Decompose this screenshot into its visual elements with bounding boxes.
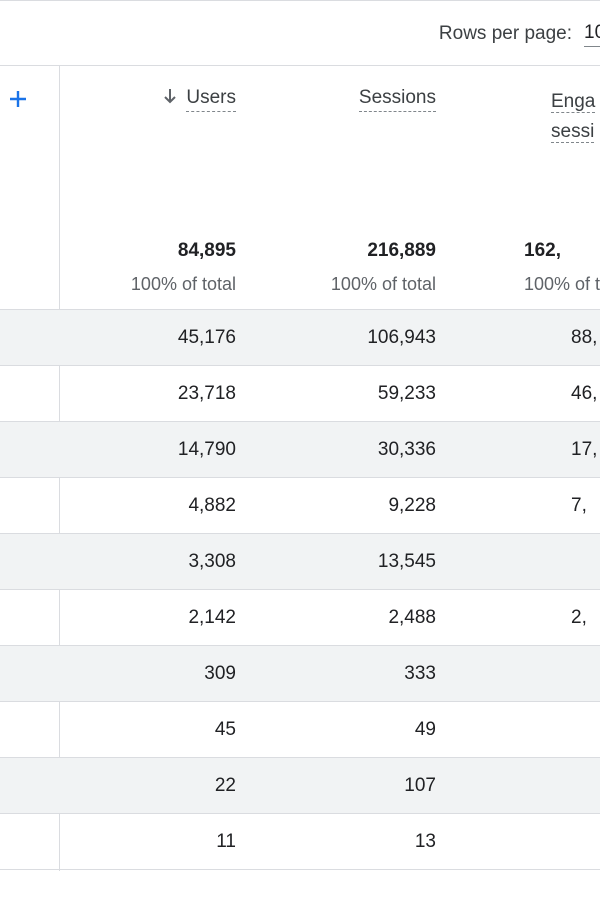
cell-engaged: 46, [571, 383, 598, 404]
total-users-value: 84,895 [177, 240, 236, 261]
cell-sessions: 9,228 [388, 495, 436, 516]
cell-users: 4,882 [188, 495, 236, 516]
cell-users: 45,176 [177, 327, 236, 348]
cell-sessions: 49 [414, 719, 436, 740]
cell-sessions: 2,488 [388, 607, 436, 628]
cell-users: 11 [216, 831, 236, 852]
total-sessions-value: 216,889 [367, 240, 436, 261]
cell-engaged: 2, [571, 607, 587, 628]
arrow-down-icon [162, 87, 178, 105]
rows-per-page-label: Rows per page: [438, 23, 572, 44]
cell-users: 309 [204, 663, 236, 684]
cell-engaged: 88, [571, 327, 598, 348]
total-engaged-percent: 100% of t [524, 274, 600, 294]
column-header-users[interactable]: Users [162, 87, 236, 112]
cell-users: 2,142 [188, 607, 236, 628]
column-header-sessions[interactable]: Sessions [358, 87, 436, 112]
table-row[interactable]: 4,882 9,228 7, [0, 478, 600, 534]
table-row[interactable]: 11 13 [0, 814, 600, 870]
table-row[interactable]: 23,718 59,233 46, [0, 366, 600, 422]
column-header-engaged-line1: Enga [551, 91, 596, 113]
cell-sessions: 107 [404, 775, 436, 796]
cell-users: 14,790 [177, 439, 236, 460]
total-engaged-value: 162, [524, 240, 561, 261]
cell-engaged: 7, [571, 495, 587, 516]
header-divider [0, 309, 600, 310]
cell-sessions: 59,233 [377, 383, 436, 404]
add-dimension-plus-icon[interactable] [6, 87, 30, 111]
cell-users: 22 [214, 775, 236, 796]
cell-sessions: 106,943 [367, 327, 436, 348]
cell-users: 45 [214, 719, 236, 740]
data-table: Users Sessions Enga sessi 84,895 100% of… [0, 65, 600, 871]
rows-per-page-select[interactable]: 10 [584, 19, 600, 47]
column-header-engaged-sessions[interactable]: Enga sessi [551, 87, 596, 147]
column-header-users-label: Users [186, 87, 236, 112]
table-toolbar: Rows per page: 10 [0, 0, 600, 66]
total-users: 84,895 100% of total [131, 239, 236, 295]
table-row[interactable]: 22 107 [0, 758, 600, 814]
total-engaged: 162, 100% of t [524, 239, 600, 295]
cell-sessions: 30,336 [377, 439, 436, 460]
table-row[interactable]: 2,142 2,488 2, [0, 590, 600, 646]
table-row[interactable]: 309 333 [0, 646, 600, 702]
total-sessions-percent: 100% of total [330, 274, 436, 294]
column-header-engaged-line2: sessi [551, 121, 595, 143]
cell-sessions: 13 [414, 831, 436, 852]
column-header-sessions-label: Sessions [358, 87, 436, 112]
total-users-percent: 100% of total [130, 274, 236, 294]
cell-sessions: 333 [404, 663, 436, 684]
cell-engaged: 17, [571, 439, 598, 460]
total-sessions: 216,889 100% of total [331, 239, 436, 295]
cell-sessions: 13,545 [377, 551, 436, 572]
cell-users: 3,308 [188, 551, 236, 572]
table-row[interactable]: 14,790 30,336 17, [0, 422, 600, 478]
table-row[interactable]: 45 49 [0, 702, 600, 758]
table-row[interactable]: 3,308 13,545 [0, 534, 600, 590]
table-row[interactable]: 45,176 106,943 88, [0, 310, 600, 366]
cell-users: 23,718 [177, 383, 236, 404]
